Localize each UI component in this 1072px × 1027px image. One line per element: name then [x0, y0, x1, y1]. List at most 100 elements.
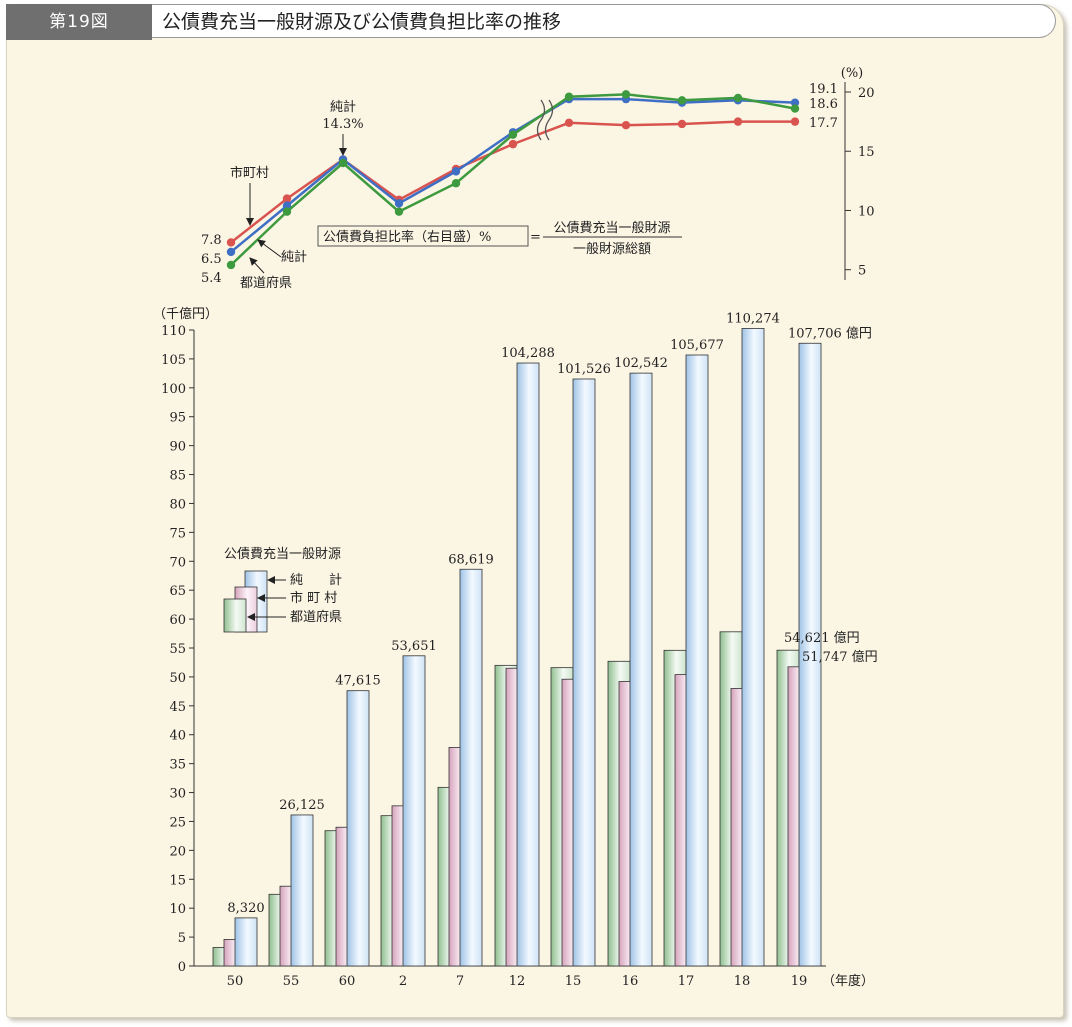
left-y-tick-label: 105 — [161, 353, 186, 368]
legend-item-muni: 市 町 村 — [290, 590, 337, 606]
line-series-group — [226, 90, 800, 270]
right-y-tick-label: 10 — [858, 204, 875, 219]
muni-last-label: 51,747 億円 — [802, 649, 878, 665]
left-y-tick-label: 70 — [169, 555, 186, 570]
x-tick-label: 50 — [227, 974, 244, 989]
right-y-ticks: 5 10 15 20 — [845, 86, 875, 279]
left-y-tick-label: 0 — [178, 960, 186, 975]
line-point — [677, 96, 687, 105]
line-point — [790, 98, 800, 107]
bar-net — [741, 328, 765, 967]
x-unit: （年度） — [822, 973, 874, 989]
figure-header: 第19図 公債費充当一般財源及び公債費負担比率の推移 — [6, 4, 1058, 40]
peak-label: 純計 — [330, 99, 356, 115]
start-label-net: 6.5 — [201, 252, 222, 267]
pref-last-label: 54,621 億円 — [784, 630, 860, 646]
line-point — [282, 194, 292, 203]
right-y-unit: (%) — [841, 66, 864, 81]
figure-number: 第19図 — [6, 4, 152, 40]
bar-data-labels: 8,320 26,125 47,615 53,651 68,619 104,288101,… — [227, 311, 872, 915]
left-y-tick-label: 45 — [169, 700, 186, 715]
end-label-2: 18.6 — [809, 97, 838, 112]
left-y-tick-label: 65 — [169, 584, 186, 599]
net-data-label: 110,274 — [726, 311, 780, 326]
bar-net — [234, 917, 258, 967]
line-point — [394, 207, 404, 216]
left-y-tick-label: 10 — [169, 902, 186, 917]
figure-title: 公債費充当一般財源及び公債費負担比率の推移 — [152, 4, 1056, 38]
end-label-3: 17.7 — [809, 116, 838, 131]
peak-value: 14.3% — [322, 117, 363, 132]
pref-arrow — [249, 257, 265, 274]
line-point — [451, 179, 461, 188]
net-data-label: 47,615 — [335, 674, 381, 689]
left-y-tick-label: 80 — [169, 497, 186, 512]
left-y-tick-label: 30 — [169, 787, 186, 802]
line-point — [226, 238, 236, 247]
legend-item-pref: 都道府県 — [290, 610, 342, 625]
legend-title: 公債費充当一般財源 — [224, 546, 341, 562]
x-tick-label: 19 — [791, 974, 808, 989]
line-point — [677, 119, 687, 129]
left-y-tick-label: 75 — [169, 526, 186, 541]
end-label-1: 19.1 — [809, 82, 838, 97]
left-y-tick-label: 100 — [161, 382, 186, 397]
series-label-muni: 市町村 — [230, 165, 269, 181]
left-y-tick-label: 90 — [169, 440, 186, 455]
left-y-tick-label: 5 — [178, 931, 186, 946]
left-y-tick-label: 25 — [169, 815, 186, 830]
x-tick-label: 2 — [399, 974, 407, 989]
start-label-pref: 5.4 — [201, 271, 222, 286]
axis-break-mark-1 — [536, 99, 546, 141]
formula-denominator: 一般財源総額 — [573, 241, 651, 257]
left-y-ticks: 0 5 10 15 20 25 30 35 40 45 50 55 60 65 70 75 80 85 90 95 10… — [161, 324, 194, 975]
bar-net — [346, 690, 370, 967]
start-label-muni: 7.8 — [201, 233, 222, 248]
bar-net — [685, 354, 709, 967]
bar-net — [629, 372, 653, 967]
line-point — [508, 130, 518, 139]
formula-equals: = — [530, 230, 541, 245]
left-y-tick-label: 85 — [169, 469, 186, 484]
left-y-tick-label: 110 — [161, 324, 186, 339]
line-point — [282, 201, 292, 210]
left-y-tick-label: 95 — [169, 411, 186, 426]
line-point — [621, 90, 631, 99]
left-y-tick-label: 55 — [169, 642, 186, 657]
formula: 公債費負担比率（右目盛）% = 公債費充当一般財源 一般財源総額 — [317, 220, 682, 257]
x-tick-label: 16 — [622, 974, 639, 989]
right-y-tick-label: 5 — [858, 264, 866, 279]
line-point — [621, 120, 631, 130]
left-y-unit: （千億円） — [153, 306, 218, 322]
bar-net — [798, 342, 822, 967]
line-point — [564, 118, 574, 128]
net-data-label: 102,542 — [614, 356, 668, 371]
line-point — [226, 260, 236, 270]
net-data-label: 101,526 — [557, 362, 611, 377]
x-tick-label: 17 — [678, 974, 695, 989]
formula-label: 公債費負担比率（右目盛）% — [323, 229, 491, 245]
line-point — [790, 104, 800, 113]
series-label-net: 純計 — [281, 249, 307, 265]
line-point — [394, 199, 404, 208]
x-tick-label: 60 — [339, 974, 356, 989]
line-point — [282, 207, 292, 216]
left-y-tick-label: 40 — [169, 729, 186, 744]
net-data-label: 107,706 億円 — [788, 325, 872, 341]
line-point — [451, 167, 461, 176]
legend-item-net: 純 計 — [290, 572, 342, 588]
net-arrow — [257, 239, 282, 258]
bars-group — [212, 328, 822, 967]
axis-break-mark-2 — [544, 99, 554, 141]
bar-chart: （千億円） 0 5 10 15 20 25 30 35 40 45 50 55 60 65 70 75 80 85… — [153, 306, 878, 989]
line-point — [338, 158, 348, 168]
formula-numerator: 公債費充当一般財源 — [553, 220, 670, 236]
line-chart: 5 10 15 20 (%) 7.8 6.5 5.4 19.1 18.6 17.7 純… — [201, 66, 875, 291]
axis-break — [536, 99, 554, 141]
line-point — [790, 117, 800, 126]
left-y-tick-label: 15 — [169, 873, 186, 888]
series-label-pref: 都道府県 — [240, 276, 292, 291]
net-data-label: 105,677 — [670, 338, 724, 353]
left-y-tick-label: 50 — [169, 671, 186, 686]
